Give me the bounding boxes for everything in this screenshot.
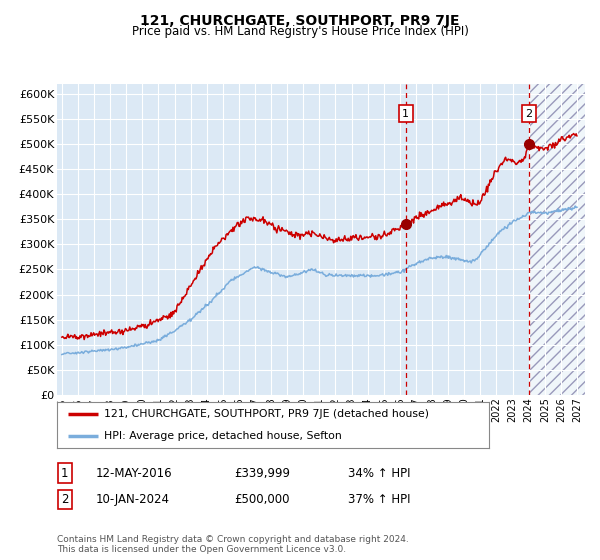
Bar	[529, 84, 585, 395]
Text: 121, CHURCHGATE, SOUTHPORT, PR9 7JE (detached house): 121, CHURCHGATE, SOUTHPORT, PR9 7JE (det…	[104, 409, 428, 419]
Text: 2: 2	[61, 493, 68, 506]
Text: 2: 2	[526, 109, 533, 119]
Text: 1: 1	[61, 466, 68, 480]
Text: Price paid vs. HM Land Registry's House Price Index (HPI): Price paid vs. HM Land Registry's House …	[131, 25, 469, 38]
Text: 1: 1	[402, 109, 409, 119]
Text: Contains HM Land Registry data © Crown copyright and database right 2024.
This d: Contains HM Land Registry data © Crown c…	[57, 535, 409, 554]
Text: £500,000: £500,000	[234, 493, 290, 506]
Bar	[529, 84, 585, 395]
Text: 10-JAN-2024: 10-JAN-2024	[96, 493, 170, 506]
Text: 12-MAY-2016: 12-MAY-2016	[96, 466, 173, 480]
Text: £339,999: £339,999	[234, 466, 290, 480]
Text: 121, CHURCHGATE, SOUTHPORT, PR9 7JE: 121, CHURCHGATE, SOUTHPORT, PR9 7JE	[140, 14, 460, 28]
Text: 37% ↑ HPI: 37% ↑ HPI	[348, 493, 410, 506]
Text: 34% ↑ HPI: 34% ↑ HPI	[348, 466, 410, 480]
Text: HPI: Average price, detached house, Sefton: HPI: Average price, detached house, Seft…	[104, 431, 341, 441]
